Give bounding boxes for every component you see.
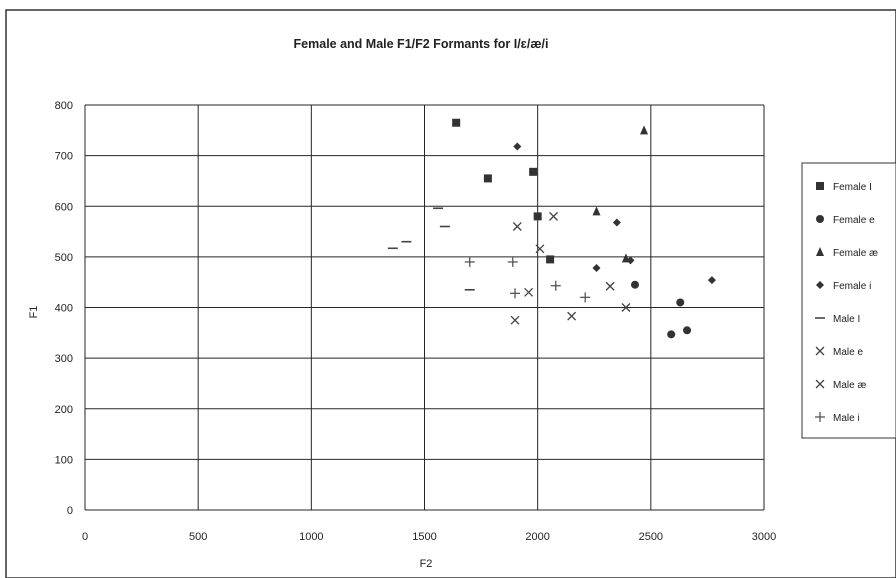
data-point-s2-p0: [640, 125, 649, 135]
legend-marker-6: [815, 379, 825, 389]
data-point-s3-p0: [513, 142, 522, 151]
data-point-s5-p3: [605, 281, 615, 291]
data-point-s3-p1: [592, 264, 601, 273]
data-point-s7-p1: [507, 256, 518, 267]
data-point-s6-p0: [512, 222, 522, 231]
x-tick-label: 1500: [412, 531, 436, 543]
data-point-s6-p1: [535, 244, 545, 254]
y-tick-label: 0: [67, 505, 73, 517]
x-tick-label: 0: [82, 531, 88, 543]
legend-label-0: Female I: [833, 182, 872, 193]
data-point-s5-p1: [524, 287, 534, 297]
gridlines: [84, 104, 765, 511]
data-point-s5-p0: [510, 315, 520, 325]
data-point-s7-p3: [550, 280, 561, 291]
legend-marker-7: [815, 412, 825, 422]
y-tick-label: 100: [55, 454, 73, 466]
legend-label-1: Female e: [833, 215, 875, 226]
x-tick-label: 2000: [525, 531, 549, 543]
legend-label-6: Male æ: [833, 380, 866, 391]
legend-marker-5: [815, 346, 825, 356]
legend-box: [801, 162, 896, 439]
data-point-s7-p4: [580, 292, 591, 303]
y-tick-label: 800: [55, 100, 73, 112]
chart-title: Female and Male F1/F2 Formants for I/ɛ/æ…: [294, 37, 549, 51]
data-point-s6-p2: [549, 211, 558, 221]
x-tick-label: 3000: [752, 531, 776, 543]
data-point-s3-p3: [626, 256, 635, 265]
x-tick-label: 2500: [639, 531, 663, 543]
x-axis-title: F2: [420, 558, 433, 570]
data-point-s7-p0: [464, 256, 475, 267]
data-point-s2-p1: [592, 206, 601, 216]
x-tick-label: 1000: [299, 531, 323, 543]
legend-label-7: Male i: [833, 413, 860, 424]
legend-label-4: Male I: [833, 314, 860, 325]
data-point-s1-p2: [676, 298, 685, 307]
data-point-s0-p0: [452, 118, 461, 127]
legend-marker-0: [816, 182, 824, 190]
y-tick-label: 200: [55, 404, 73, 416]
data-point-s0-p2: [529, 167, 538, 176]
data-point-s1-p3: [683, 326, 692, 335]
data-point-s7-p2: [510, 288, 521, 299]
data-point-s0-p3: [533, 212, 542, 221]
data-point-s3-p4: [707, 276, 716, 285]
data-point-s0-p4: [546, 255, 555, 264]
data-point-s5-p4: [621, 303, 631, 312]
legend-label-3: Female i: [833, 281, 871, 292]
x-tick-label: 500: [189, 531, 207, 543]
y-axis-title: F1: [28, 306, 40, 319]
legend-marker-3: [816, 281, 824, 289]
legend-label-5: Male e: [833, 347, 863, 358]
y-tick-label: 600: [55, 201, 73, 213]
y-tick-label: 700: [55, 151, 73, 163]
legend: Female I Female e Female æ Female i Male I Ma…: [801, 162, 896, 439]
y-tick-label: 500: [55, 252, 73, 264]
chart-area-border: [5, 9, 896, 578]
legend-marker-2: [816, 247, 824, 256]
data-point-s1-p1: [667, 330, 676, 339]
tick-labels: 0 100 200 300 400 500 600 700 800 0 500 1000 1500 200…: [55, 100, 777, 543]
data-points: [387, 118, 716, 339]
data-point-s0-p1: [483, 174, 492, 183]
y-tick-label: 400: [55, 303, 73, 315]
legend-marker-1: [816, 215, 824, 223]
legend-label-2: Female æ: [833, 248, 878, 259]
data-point-s5-p2: [567, 311, 577, 321]
data-point-s1-p0: [630, 280, 639, 289]
y-tick-label: 300: [55, 353, 73, 365]
data-point-s3-p2: [612, 218, 621, 227]
